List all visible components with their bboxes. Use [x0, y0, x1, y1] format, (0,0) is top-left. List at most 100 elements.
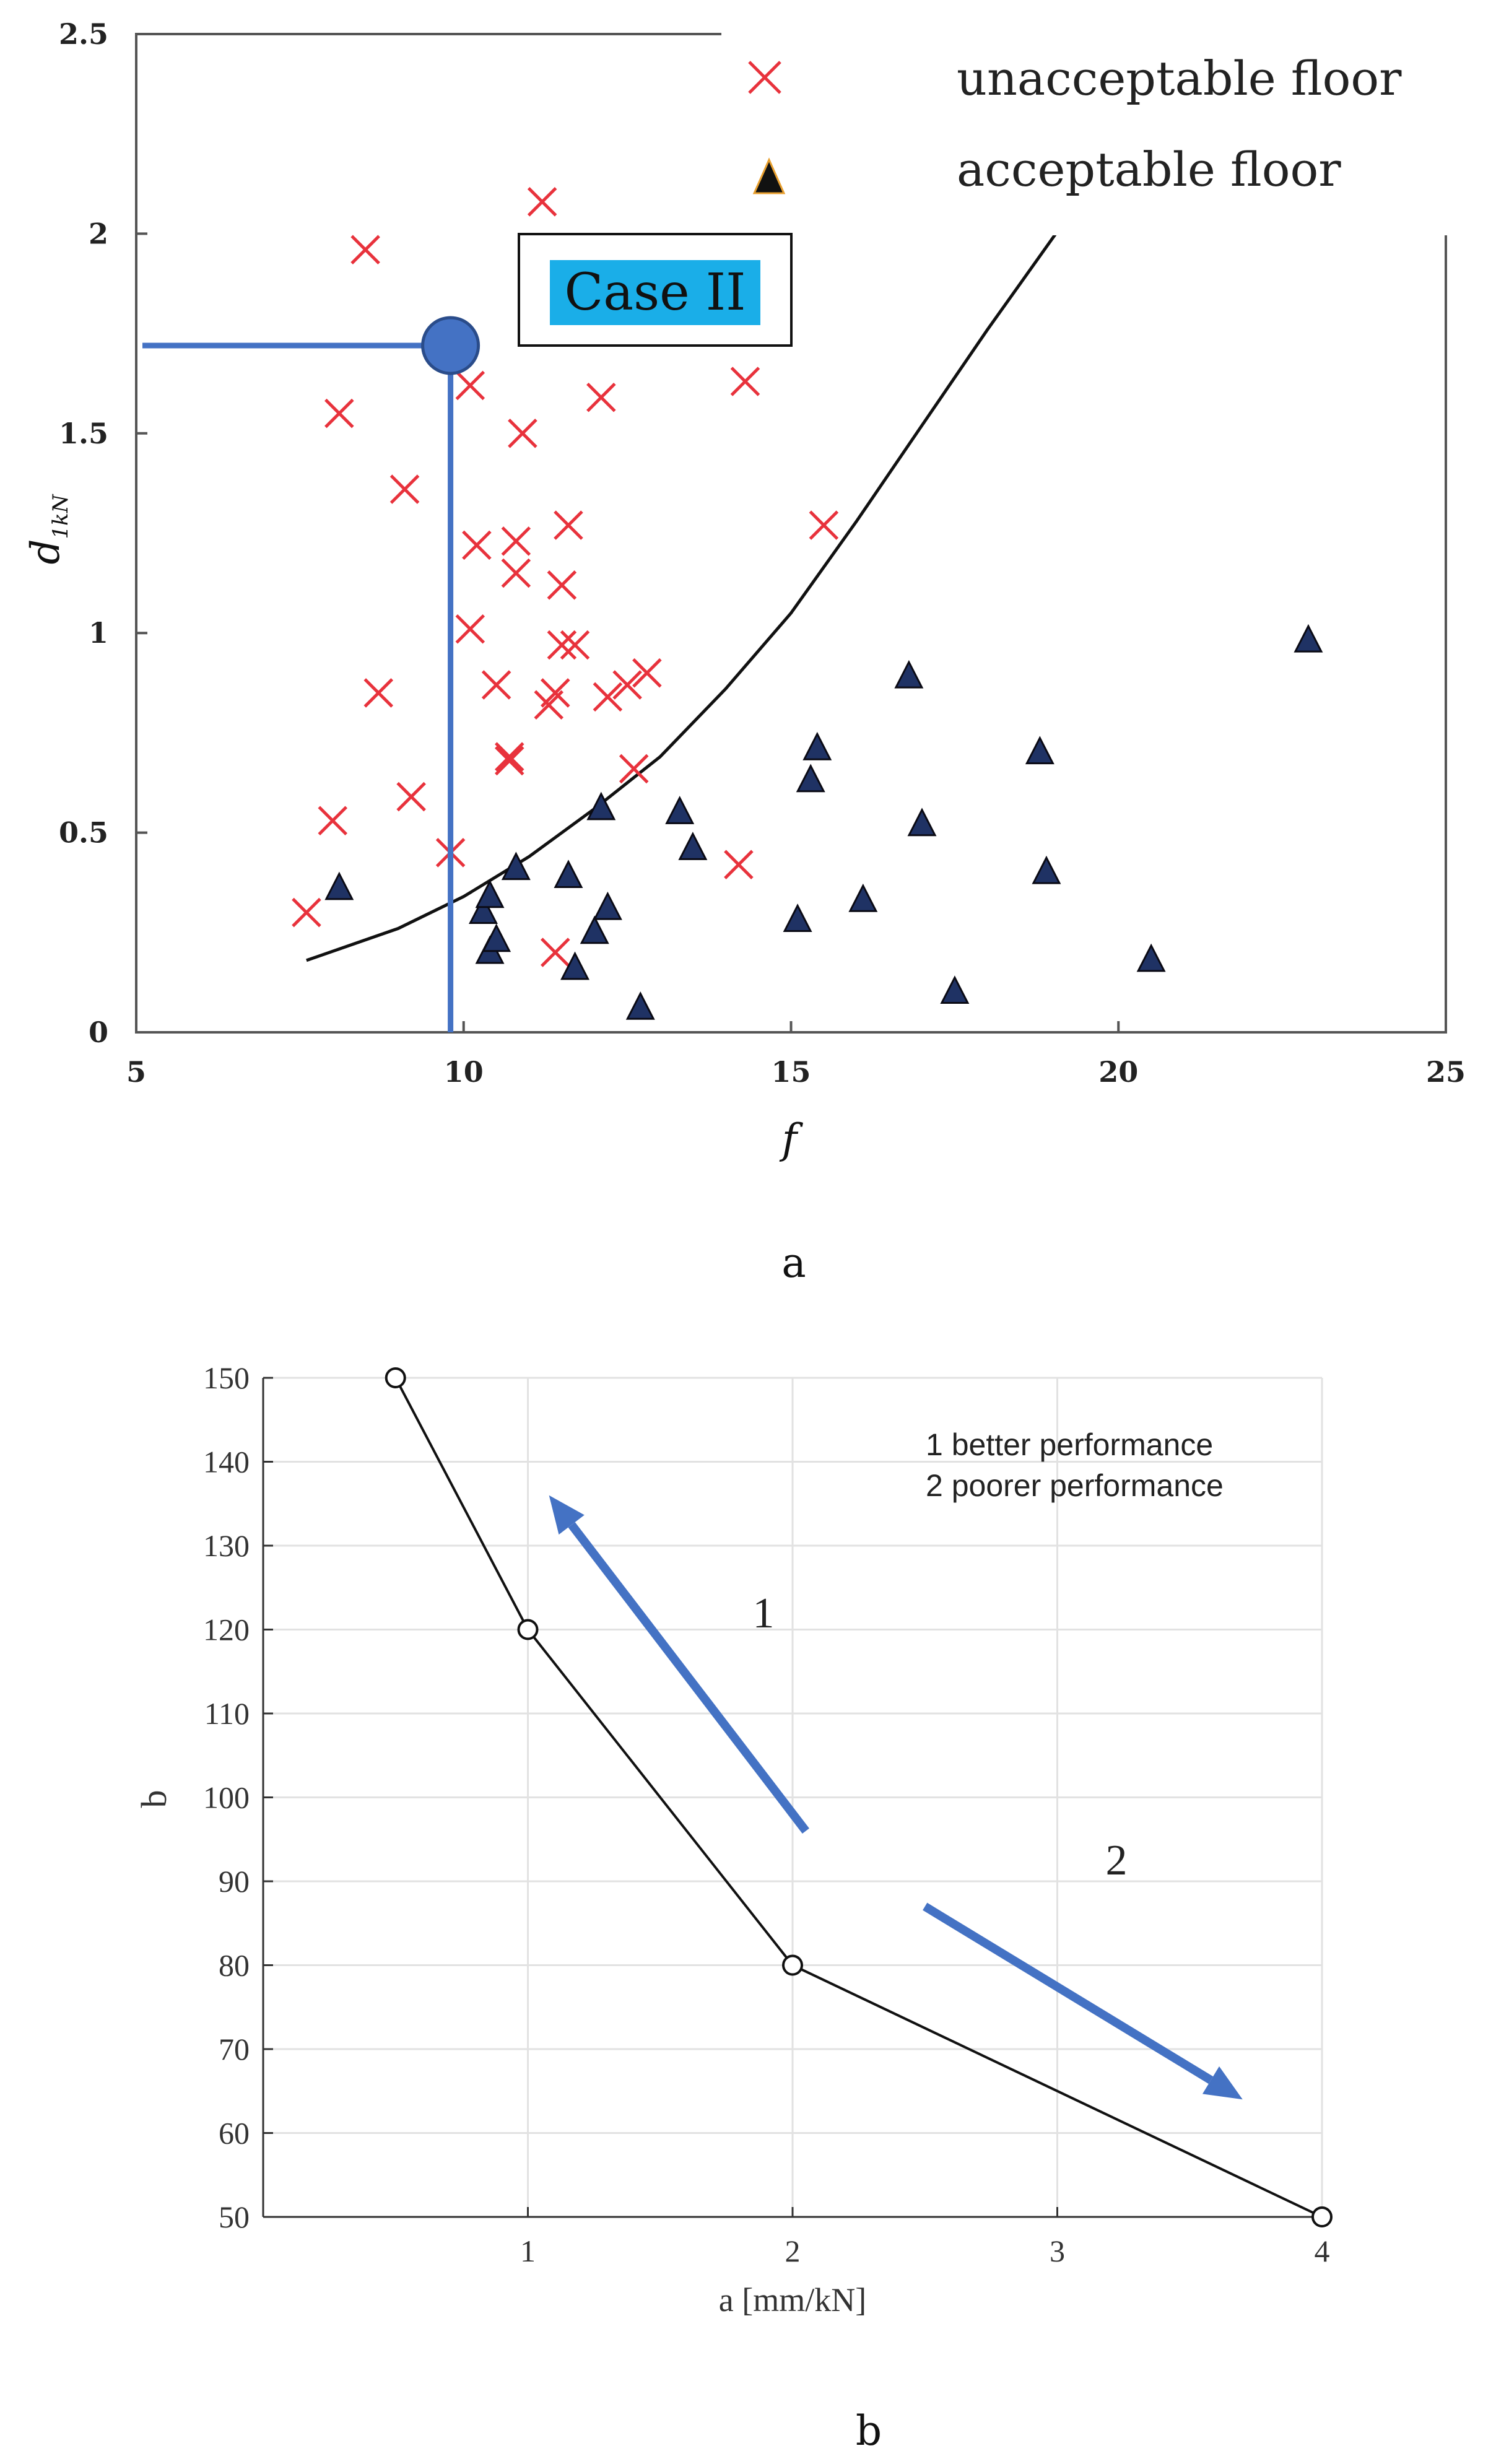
unacceptable-point-stroke — [560, 630, 590, 660]
chart-b-grid — [263, 1377, 1323, 2218]
unacceptable-point-stroke — [481, 670, 511, 700]
chart-a-y-tick-label: 1 — [89, 616, 108, 650]
chart-b-y-tick-label: 60 — [219, 2116, 250, 2151]
unacceptable-point-stroke — [554, 510, 583, 540]
unacceptable-point — [527, 187, 557, 217]
acceptable-point — [1136, 943, 1166, 972]
chart-b-ticks: 1 2 3 4 50 60 70 80 90 100 110 120 130 140 150 — [203, 1360, 1330, 2268]
chart-a-panel-label: a — [781, 1239, 806, 1287]
chart-a-legend-unacceptable: unacceptable floor — [957, 51, 1402, 106]
acceptable-point — [665, 796, 695, 824]
chart-a-y-tick-label: 0.5 — [59, 816, 108, 850]
chart-a-y-tick-label: 2 — [89, 217, 108, 250]
unacceptable-point — [455, 370, 485, 401]
legend-cross-icon — [748, 61, 781, 94]
chart-a-y-tick-label: 0 — [89, 1016, 108, 1049]
chart-a-legend: unacceptable floor acceptable floor — [721, 25, 1458, 235]
unacceptable-point — [350, 235, 380, 264]
chart-a-x-tick-label: 25 — [1426, 1055, 1466, 1089]
unacceptable-point — [363, 678, 394, 708]
unacceptable-point-stroke — [724, 850, 754, 879]
chart-b-y-tick-label: 90 — [219, 1864, 250, 1899]
unacceptable-point — [724, 850, 754, 879]
unacceptable-point — [554, 510, 583, 540]
unacceptable-point — [495, 746, 524, 776]
chart-b-point — [1311, 2206, 1333, 2227]
unacceptable-point — [508, 419, 537, 448]
acceptable-point — [1294, 624, 1323, 653]
chart-b-y-tick-label: 120 — [203, 1613, 250, 1647]
chart-b-arrow-head-2 — [1202, 2066, 1243, 2100]
unacceptable-point-stroke — [455, 370, 485, 401]
unacceptable-point — [547, 630, 577, 660]
acceptable-point — [324, 871, 354, 900]
unacceptable-point-stroke — [292, 897, 321, 928]
chart-b-arrow-label-1: 1 — [753, 1590, 775, 1637]
chart-a: 5 10 15 20 25 0 0.5 1 1.5 2 2.5 unacceptable floor… — [23, 17, 1466, 1287]
acceptable-point — [580, 915, 609, 944]
chart-b-points — [385, 1367, 1333, 2227]
unacceptable-point — [292, 897, 321, 928]
chart-b-point — [517, 1619, 539, 1640]
annotation-text: Case II — [564, 263, 746, 322]
acceptable-point — [475, 879, 505, 908]
acceptable-point — [554, 860, 583, 889]
acceptable-point — [894, 660, 924, 689]
acceptable-point — [796, 764, 825, 793]
acceptable-point — [469, 895, 498, 925]
acceptable-point — [783, 903, 812, 932]
unacceptable-point-stroke — [318, 806, 348, 836]
unacceptable-point-stroke — [612, 670, 642, 700]
chart-a-marks — [292, 187, 1323, 1020]
chart-b-series-line — [394, 1377, 1323, 2218]
highlight-point — [421, 316, 481, 375]
unacceptable-point — [547, 570, 577, 600]
unacceptable-point — [455, 614, 485, 644]
chart-b-y-tick-label: 80 — [219, 1948, 250, 1983]
chart-a-limit-curve — [306, 81, 1153, 962]
chart-b-arrow-shaft-1 — [568, 1522, 809, 1834]
acceptable-point — [940, 975, 970, 1004]
unacceptable-point-stroke — [547, 570, 577, 600]
unacceptable-point — [389, 474, 420, 504]
chart-b-point — [385, 1367, 406, 1388]
acceptable-point — [586, 791, 616, 821]
chart-b-legend-line-1: 1 better performance — [926, 1427, 1213, 1462]
acceptable-point — [802, 731, 832, 760]
unacceptable-point-stroke — [363, 678, 394, 708]
unacceptable-point-stroke — [495, 742, 524, 772]
chart-b-x-tick-label: 2 — [785, 2234, 801, 2268]
unacceptable-point — [481, 670, 511, 700]
acceptable-point — [625, 991, 655, 1020]
unacceptable-point — [462, 530, 492, 560]
unacceptable-point — [396, 781, 426, 812]
unacceptable-point — [809, 510, 839, 540]
acceptable-point — [482, 923, 511, 952]
chart-b-xlabel: a [mm/kN] — [719, 2281, 866, 2318]
chart-a-legend-box — [721, 25, 1458, 235]
legend-triangle-icon — [752, 157, 786, 194]
unacceptable-point-stroke — [730, 367, 760, 396]
chart-b: 1 2 3 4 50 60 70 80 90 100 110 120 130 140 150 1 bette… — [134, 1360, 1333, 2455]
chart-b-legend-line-2: 2 poorer performance — [926, 1468, 1224, 1503]
annotation-highlight — [550, 260, 760, 325]
unacceptable-point — [541, 678, 570, 708]
chart-a-x-tick-label: 15 — [771, 1055, 811, 1089]
acceptable-point — [560, 951, 589, 980]
unacceptable-point — [324, 398, 354, 429]
unacceptable-point — [318, 806, 348, 836]
chart-b-x-tick-label: 3 — [1050, 2234, 1065, 2268]
chart-b-y-tick-label: 110 — [204, 1696, 250, 1731]
chart-a-x-tick-label: 20 — [1098, 1055, 1138, 1089]
acceptable-point — [501, 851, 531, 881]
chart-b-arrow-head-1 — [549, 1495, 585, 1535]
chart-b-y-tick-label: 50 — [219, 2200, 250, 2234]
chart-a-ticks: 5 10 15 20 25 0 0.5 1 1.5 2 2.5 — [59, 17, 1466, 1089]
chart-b-point — [782, 1954, 803, 1976]
unacceptable-point-stroke — [541, 678, 570, 708]
acceptable-point — [593, 891, 622, 920]
unacceptable-point — [632, 658, 662, 688]
unacceptable-point-stroke — [350, 235, 380, 264]
unacceptable-point-stroke — [632, 658, 662, 688]
